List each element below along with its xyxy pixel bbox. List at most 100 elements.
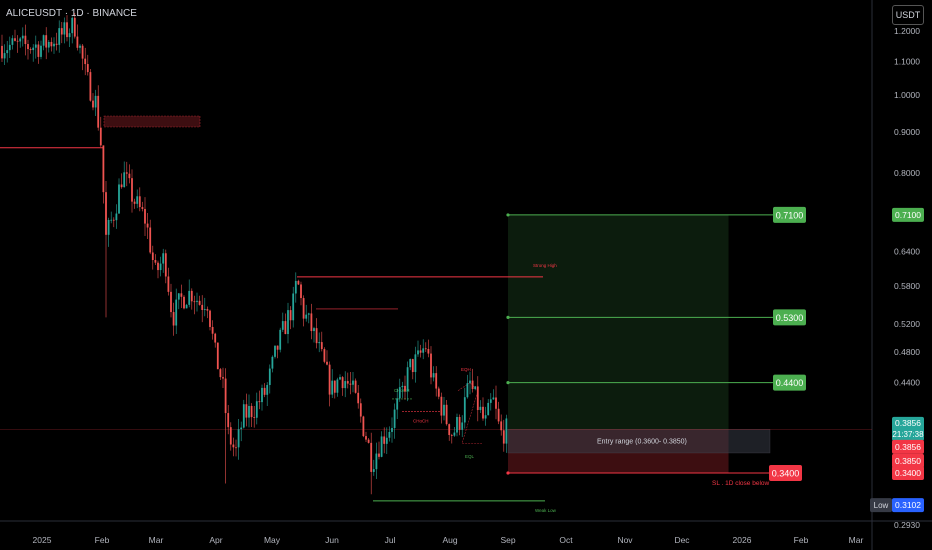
candle-body xyxy=(367,439,370,443)
choch-label-2: CHoCH xyxy=(413,419,429,424)
candle-body xyxy=(151,252,154,260)
candle-body xyxy=(76,36,79,48)
target-anchor-3 xyxy=(506,381,510,385)
x-tick-label: Feb xyxy=(794,535,809,545)
candle-body xyxy=(37,44,40,57)
candle-body xyxy=(456,417,458,433)
candle-body xyxy=(404,385,406,392)
y-tick-label: 0.2930 xyxy=(894,520,920,530)
candle-body xyxy=(66,22,68,38)
eql-label: EQL xyxy=(465,454,475,459)
candle-body xyxy=(248,405,250,418)
stop-anchor xyxy=(506,471,510,475)
choch-label-1: CHoCH xyxy=(394,388,410,393)
candle-body xyxy=(146,223,149,228)
candle-body xyxy=(164,253,167,277)
y-tick-label: 1.1000 xyxy=(894,56,920,66)
x-tick-label: Aug xyxy=(442,535,457,545)
y-tick-label: 0.5200 xyxy=(894,319,920,329)
candle-body xyxy=(469,380,471,384)
candle-body xyxy=(417,350,419,355)
candle-body xyxy=(281,321,284,330)
candle-body xyxy=(310,313,313,332)
x-tick-label: 2025 xyxy=(33,535,52,545)
candle-body xyxy=(339,377,341,380)
candle-body xyxy=(196,300,198,302)
candle-body xyxy=(474,386,477,389)
candle-body xyxy=(154,259,157,263)
candle-body xyxy=(42,35,45,46)
current-price: 0.3856 xyxy=(895,418,921,428)
candle-body xyxy=(482,406,484,419)
candle-body xyxy=(406,367,409,392)
candle-body xyxy=(232,444,235,448)
candle-body xyxy=(398,387,401,399)
candle-body xyxy=(55,43,58,45)
candle-body xyxy=(471,380,474,389)
candle-body xyxy=(53,43,55,47)
candle-body xyxy=(47,41,50,48)
candle-body xyxy=(422,348,425,353)
candle-body xyxy=(302,298,305,319)
candle-body xyxy=(419,350,422,353)
candle-body xyxy=(99,127,102,146)
candle-body xyxy=(393,409,396,428)
candle-body xyxy=(430,353,432,378)
candle-body xyxy=(437,388,440,397)
candle-body xyxy=(81,45,84,59)
target-label-1: 0.7100 xyxy=(776,210,804,220)
currency-button[interactable]: USDT xyxy=(892,5,924,25)
low-label-box xyxy=(870,498,892,513)
candle-body xyxy=(120,184,123,188)
candle-body xyxy=(279,329,282,350)
candle-body xyxy=(14,38,16,41)
candle-body xyxy=(102,145,105,193)
x-tick-label: Apr xyxy=(209,535,222,545)
candle-body xyxy=(255,401,258,418)
candle-body xyxy=(162,253,165,264)
candle-body xyxy=(287,310,289,335)
low-value-box xyxy=(892,498,924,513)
candle-body xyxy=(445,404,448,425)
candle-body xyxy=(492,397,495,400)
candle-body xyxy=(276,345,279,350)
candle-body xyxy=(300,284,302,299)
candle-body xyxy=(97,95,100,128)
candle-body xyxy=(391,427,393,432)
candle-body xyxy=(502,430,505,444)
candle-body xyxy=(292,293,295,321)
candle-body xyxy=(479,406,482,411)
candle-body xyxy=(497,408,500,422)
y-tick-label: 0.4400 xyxy=(894,378,920,388)
candle-body xyxy=(203,309,206,310)
entry-range-box xyxy=(507,429,771,454)
candle-body xyxy=(84,58,87,65)
candle-body xyxy=(115,213,118,221)
x-tick-label: Mar xyxy=(149,535,164,545)
candle-body xyxy=(258,401,261,403)
candle-body xyxy=(167,276,170,292)
candle-body xyxy=(365,436,367,440)
candle-body xyxy=(73,17,76,37)
axis-tag-entry-box xyxy=(892,453,924,468)
candle-body xyxy=(219,369,222,378)
candle-body xyxy=(370,442,373,472)
candle-body xyxy=(149,227,152,253)
candle-body xyxy=(185,304,188,309)
candle-body xyxy=(58,28,61,45)
candle-body xyxy=(362,416,365,437)
candle-body xyxy=(209,310,211,327)
candle-body xyxy=(261,387,263,403)
profit-zone xyxy=(508,214,729,430)
candle-body xyxy=(224,378,227,414)
candle-body xyxy=(235,447,237,449)
target-label-box-3 xyxy=(773,374,806,391)
candle-body xyxy=(32,47,35,51)
candle-body xyxy=(211,326,214,334)
candle-body xyxy=(357,392,360,404)
y-tick-label: 1.0000 xyxy=(894,90,920,100)
candle-body xyxy=(8,44,11,51)
candle-body xyxy=(383,436,386,444)
candle-body xyxy=(40,45,42,57)
